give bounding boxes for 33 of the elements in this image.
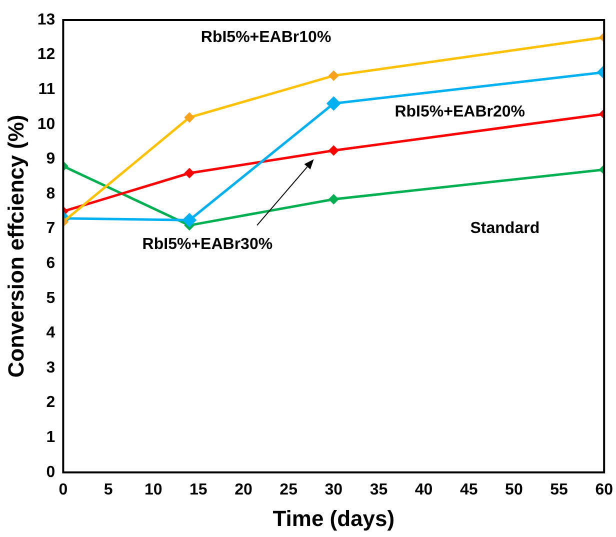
- series-label: RbI5%+EABr20%: [394, 104, 525, 121]
- x-tick-label: 45: [460, 481, 478, 498]
- y-tick-label: 0: [46, 464, 56, 481]
- y-tick-label: 12: [37, 46, 56, 64]
- y-tick-label: 13: [37, 11, 56, 28]
- x-tick-label: 15: [190, 481, 208, 498]
- y-tick-label: 5: [46, 290, 56, 307]
- y-tick-label: 7: [46, 220, 56, 238]
- series-label: RbI5%+EABr10%: [200, 28, 332, 46]
- y-tick-label: 2: [46, 394, 56, 412]
- x-tick-label: 5: [104, 481, 113, 498]
- y-tick-label: 3: [46, 359, 56, 376]
- x-tick-label: 30: [324, 481, 343, 498]
- y-tick-label: 4: [46, 324, 56, 342]
- x-tick-label: 10: [144, 481, 162, 498]
- y-axis-title: Conversion effciency (%): [3, 114, 28, 378]
- x-tick-label: 55: [550, 481, 568, 498]
- x-tick-label: 60: [595, 481, 614, 498]
- x-tick-label: 40: [414, 481, 433, 498]
- y-tick-label: 8: [46, 185, 56, 202]
- text: RbI5%+EABr30%: [142, 236, 273, 253]
- x-tick-label: 0: [58, 481, 68, 498]
- x-tick-label: 25: [280, 481, 298, 498]
- y-tick-label: 11: [38, 81, 56, 98]
- y-tick-label: 1: [46, 429, 56, 446]
- y-tick-label: 6: [46, 255, 56, 272]
- y-tick-label: 9: [46, 150, 56, 168]
- x-axis-title: Time (days): [272, 506, 395, 531]
- x-tick-label: 20: [234, 481, 252, 498]
- x-tick-label: 35: [370, 481, 388, 498]
- x-tick-label: 50: [505, 481, 523, 498]
- text: Standard: [470, 220, 540, 238]
- y-tick-label: 10: [37, 116, 56, 133]
